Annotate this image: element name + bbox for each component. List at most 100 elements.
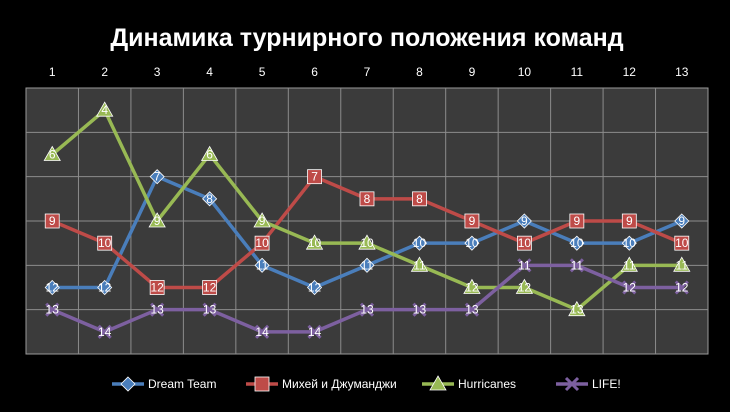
data-point-marker [359, 257, 375, 273]
data-label: 12 [623, 281, 637, 295]
data-point-marker [43, 145, 61, 161]
data-point-marker [202, 302, 217, 317]
data-label: 14 [308, 325, 322, 339]
x-tick-label: 3 [154, 65, 161, 79]
data-label: 7 [311, 170, 318, 184]
data-point-marker [254, 257, 270, 273]
data-point-marker [620, 256, 638, 272]
data-label: 10 [360, 236, 374, 250]
data-label: 11 [571, 258, 584, 272]
data-label: 13 [570, 303, 584, 317]
data-label: 13 [46, 303, 60, 317]
data-point-marker [307, 169, 322, 185]
x-tick-label: 12 [623, 65, 637, 79]
data-point-marker [359, 191, 375, 207]
legend-label: Михей и Джуманджи [282, 377, 397, 391]
x-tick-label: 7 [364, 65, 371, 79]
data-point-marker [569, 258, 584, 273]
data-label: 10 [98, 236, 112, 250]
legend-label: LIFE! [592, 377, 621, 391]
data-label: 9 [678, 214, 685, 228]
x-tick-label: 4 [206, 65, 213, 79]
data-point-marker [463, 278, 481, 294]
data-point-marker [254, 376, 270, 392]
data-point-marker [517, 258, 532, 273]
legend: Dream Team Михей и Джуманджи Hurricanes LIF… [112, 375, 621, 392]
x-tick-label: 8 [416, 65, 423, 79]
data-point-marker [621, 235, 637, 251]
data-label: 12 [308, 281, 322, 295]
data-point-marker [200, 145, 219, 161]
legend-item: LIFE! [556, 376, 621, 392]
data-point-marker [622, 280, 637, 295]
x-tick-label: 11 [571, 65, 584, 79]
data-label: 10 [518, 236, 532, 250]
data-label: 12 [46, 281, 60, 295]
data-label: 6 [49, 148, 56, 162]
data-label: 12 [518, 281, 532, 295]
data-point-marker [568, 300, 586, 317]
data-label: 13 [203, 303, 217, 317]
data-label: 10 [413, 236, 427, 250]
data-label: 12 [203, 281, 217, 295]
x-tick-label: 13 [675, 65, 689, 79]
data-label: 10 [308, 236, 322, 250]
data-label: 11 [676, 258, 689, 272]
data-point-marker [516, 235, 532, 251]
legend-label: Hurricanes [458, 377, 516, 391]
data-point-marker [411, 235, 428, 251]
data-point-marker [674, 235, 690, 251]
data-label: 8 [206, 192, 213, 206]
data-point-marker [515, 278, 534, 294]
data-point-marker [97, 235, 113, 251]
legend-label: Dream Team [148, 377, 216, 391]
data-point-marker [464, 302, 479, 317]
data-point-marker [253, 212, 271, 228]
x-tick-label: 5 [259, 65, 266, 79]
data-point-marker [96, 101, 114, 117]
data-label: 13 [150, 303, 164, 317]
series-1: 12 12 7 8 11 12 11 10 10 9 10 10 9 [44, 169, 690, 296]
data-label: 9 [154, 214, 161, 228]
data-label: 9 [626, 214, 633, 228]
data-point-marker [306, 279, 323, 296]
data-point-marker [569, 235, 585, 251]
data-point-marker [202, 280, 218, 295]
data-point-marker [464, 235, 480, 251]
x-tick-label: 6 [311, 65, 318, 79]
data-point-marker [412, 302, 427, 317]
x-tick-label: 2 [101, 65, 108, 79]
data-point-marker [516, 213, 532, 229]
data-point-marker [673, 256, 691, 272]
legend-item: Dream Team [112, 376, 216, 392]
data-point-marker [149, 169, 165, 185]
data-point-marker [429, 375, 447, 391]
legend-item: Hurricanes [422, 375, 516, 391]
data-label: 12 [150, 281, 164, 295]
data-point-marker [97, 279, 113, 296]
data-label: 9 [574, 214, 581, 228]
data-label: 11 [361, 258, 374, 272]
data-point-marker [202, 191, 218, 207]
data-point-marker [44, 213, 60, 229]
data-point-marker [569, 213, 585, 229]
data-label: 8 [416, 192, 423, 206]
series-2: 9 10 12 12 10 7 8 8 9 10 9 9 10 [44, 169, 690, 295]
data-label: 4 [101, 103, 108, 117]
data-label: 13 [465, 303, 479, 317]
data-label: 9 [469, 214, 476, 228]
data-point-marker [44, 279, 60, 296]
data-label: 8 [364, 192, 371, 206]
series-3: 6 4 9 6 9 10 10 11 12 12 13 11 11 [43, 101, 691, 317]
data-point-marker [564, 376, 580, 392]
x-tick-label: 10 [518, 65, 532, 79]
data-label: 12 [98, 281, 112, 295]
data-label: 11 [518, 258, 531, 272]
data-label: 11 [413, 258, 426, 272]
x-tick-labels: 1 2 3 4 5 6 7 8 9 10 11 12 13 [49, 65, 689, 79]
chart-title: Динамика турнирного положения команд [110, 24, 623, 52]
data-label: 9 [521, 214, 528, 228]
